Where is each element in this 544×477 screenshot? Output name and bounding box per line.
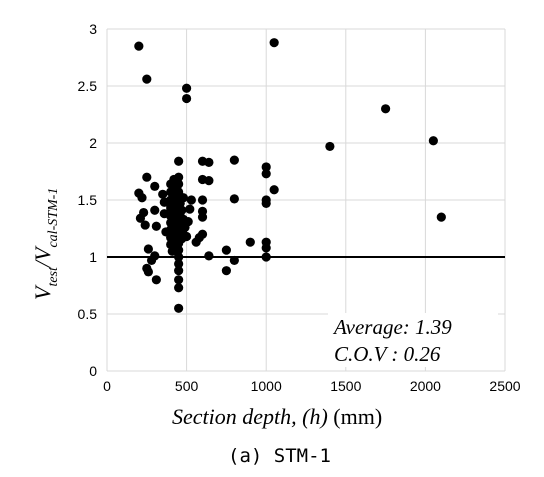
data-point — [151, 275, 161, 285]
data-point — [261, 162, 271, 172]
y-axis-label: Vtest/Vcal-STM-1 — [30, 188, 61, 300]
data-point — [158, 189, 168, 199]
y-tick-label: 1.5 — [78, 192, 98, 208]
data-point — [150, 181, 160, 191]
y-tick-label: 3 — [89, 21, 97, 37]
data-point — [221, 245, 231, 255]
y-tick-label: 0.5 — [78, 306, 98, 322]
data-point — [177, 205, 187, 215]
y-label-mid: /V — [30, 245, 55, 269]
data-point — [261, 252, 271, 262]
data-point — [137, 193, 147, 203]
data-point — [229, 155, 239, 165]
y-label-main: V — [30, 284, 55, 300]
annotation-cov: C.O.V : 0.26 — [334, 342, 441, 366]
data-point — [229, 194, 239, 204]
data-point — [186, 195, 196, 205]
data-point — [174, 283, 184, 293]
data-point — [174, 275, 184, 285]
data-point — [197, 195, 208, 205]
data-point — [174, 252, 184, 262]
data-point — [174, 245, 184, 255]
x-tick-label: 500 — [175, 378, 199, 394]
annotation-background — [328, 313, 498, 367]
data-point — [197, 212, 208, 222]
data-point — [174, 303, 184, 313]
data-point — [151, 221, 161, 231]
data-point — [142, 74, 152, 84]
data-point — [142, 172, 152, 182]
data-point — [221, 266, 231, 276]
y-tick-label: 2 — [89, 135, 97, 151]
data-point — [229, 255, 239, 266]
data-point — [143, 244, 153, 254]
y-tick-label: 2.5 — [78, 78, 98, 94]
annotation-average: Average: 1.39 — [332, 315, 452, 339]
y-tick-labels: 0 0.5 1 1.5 2 2.5 3 — [78, 21, 98, 379]
y-tick-label: 1 — [89, 249, 97, 265]
data-point — [174, 179, 184, 189]
data-point — [245, 237, 255, 247]
data-point — [139, 207, 149, 218]
data-point — [191, 237, 201, 247]
data-point — [204, 176, 214, 186]
figure-caption: (a) STM-1 — [228, 445, 331, 467]
data-point — [143, 267, 153, 277]
data-point — [182, 83, 192, 93]
x-axis-label: Section depth, (h) (mm) — [172, 404, 382, 429]
data-point — [269, 38, 279, 48]
data-point — [204, 251, 214, 261]
data-point — [134, 41, 144, 51]
y-tick-label: 0 — [89, 363, 97, 379]
data-point — [182, 93, 192, 104]
x-tick-labels: 0 500 1000 1500 2000 2500 — [103, 378, 521, 394]
data-point — [174, 156, 184, 166]
data-point — [178, 193, 189, 203]
data-point — [174, 259, 184, 269]
data-point — [185, 204, 195, 214]
y-label-sub2: cal-STM-1 — [46, 188, 61, 248]
data-point — [204, 157, 214, 167]
x-tick-label: 1000 — [251, 378, 282, 394]
x-tick-label: 2500 — [489, 378, 520, 394]
data-point — [381, 104, 391, 114]
x-tick-label: 2000 — [410, 378, 441, 394]
x-label-italic: Section depth, (h) — [172, 404, 328, 429]
data-point — [140, 220, 150, 230]
data-point — [428, 136, 438, 146]
x-tick-label: 0 — [103, 378, 111, 394]
data-point — [174, 172, 184, 182]
x-label-rest: (mm) — [328, 404, 382, 429]
y-label-sub1: test — [46, 266, 61, 287]
data-point — [261, 198, 271, 209]
data-point — [150, 251, 160, 261]
data-point — [325, 141, 335, 152]
data-point — [180, 222, 190, 232]
data-point — [150, 205, 160, 215]
data-point — [178, 214, 189, 224]
data-point — [436, 212, 446, 222]
data-point — [269, 185, 279, 195]
data-point — [174, 266, 184, 276]
data-points — [134, 38, 446, 313]
data-point — [261, 169, 271, 179]
x-tick-label: 1500 — [330, 378, 361, 394]
data-point — [261, 243, 271, 253]
